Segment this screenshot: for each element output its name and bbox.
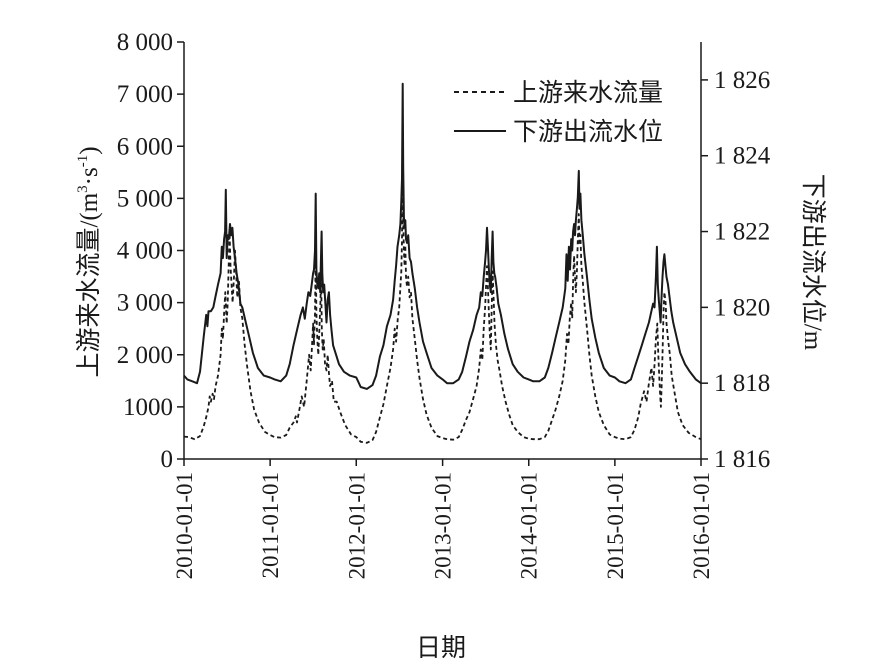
x-tick-label: 2013-01-01	[431, 472, 456, 579]
left-tick-label: 2 000	[117, 342, 173, 369]
x-tick-label: 2016-01-01	[689, 472, 714, 579]
left-axis-ticks: 0 1000 2 000 3 000 4 000 5 000 6 000 7 000 8 000	[117, 29, 184, 473]
left-tick-label: 8 000	[117, 29, 173, 56]
left-tick-label: 3 000	[117, 290, 173, 317]
right-axis-title: 下游出流水位/m	[799, 174, 827, 351]
x-axis-ticks: 2010-01-01 2011-01-01 2012-01-01 2013-01-01…	[172, 459, 714, 579]
right-tick-label: 1 824	[714, 143, 771, 170]
legend-label-inflow: 上游来水流量	[513, 79, 663, 107]
x-tick-label: 2012-01-01	[344, 472, 369, 579]
x-axis-title: 日期	[416, 635, 466, 662]
series-line-1	[183, 82, 702, 390]
legend: 上游来水流量 下游出流水位	[454, 79, 663, 146]
left-tick-label: 4 000	[117, 238, 173, 265]
left-tick-label: 5 000	[117, 185, 173, 212]
left-tick-label: 0	[161, 446, 174, 473]
x-tick-label: 2015-01-01	[603, 472, 628, 579]
x-tick-label: 2014-01-01	[517, 472, 542, 579]
left-axis-title: 上游来水流量/(m3·s-1)	[75, 146, 103, 377]
right-axis-ticks: 1 816 1 818 1 820 1 822 1 824 1 826	[701, 67, 771, 473]
series-line-0	[183, 161, 702, 444]
x-tick-label: 2010-01-01	[172, 472, 197, 579]
right-tick-label: 1 826	[714, 67, 770, 94]
legend-label-level: 下游出流水位	[513, 118, 663, 146]
x-tick-label: 2011-01-01	[258, 472, 283, 578]
right-tick-label: 1 822	[714, 219, 770, 246]
right-tick-label: 1 818	[714, 370, 770, 397]
right-tick-label: 1 820	[714, 294, 770, 321]
left-tick-label: 1000	[123, 394, 173, 421]
right-tick-label: 1 816	[714, 446, 770, 473]
plot-lines	[183, 82, 702, 444]
left-tick-label: 7 000	[117, 81, 173, 108]
left-tick-label: 6 000	[117, 133, 173, 160]
